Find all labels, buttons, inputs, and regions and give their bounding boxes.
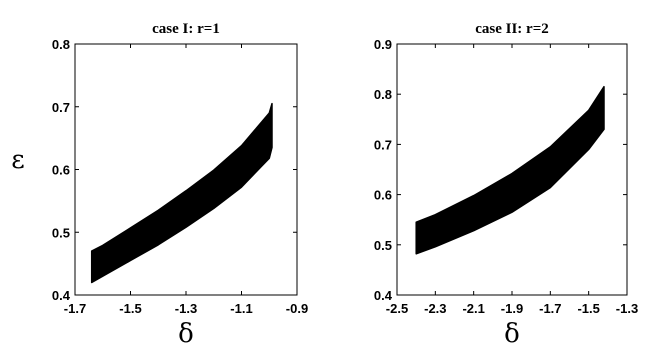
x-tick-label: -1.9 [501, 301, 523, 316]
x-tick-label: -0.9 [286, 301, 308, 316]
x-tick-label: -2.3 [424, 301, 446, 316]
data-band-2-1 [415, 85, 605, 255]
y-tick-label: 0.9 [374, 37, 392, 52]
x-tick-label: -1.3 [616, 301, 638, 316]
x-tick-label: -1.3 [175, 301, 197, 316]
y-tick-label: 0.5 [52, 225, 70, 240]
chart-title: case II: r=2 [475, 21, 549, 37]
y-tick-label: 0.8 [52, 37, 70, 52]
chart-panel-2 [396, 43, 628, 296]
y-tick-label: 0.4 [374, 288, 393, 303]
x-tick-label: -2.1 [462, 301, 484, 316]
data-band-1-1 [90, 102, 273, 284]
x-tick-label: -1.5 [577, 301, 599, 316]
y-tick-label: 0.5 [374, 238, 392, 253]
y-tick-label: 0.6 [374, 188, 392, 203]
y-axis-label: ε [11, 145, 24, 175]
x-tick-label: -1.7 [539, 301, 561, 316]
y-tick-label: 0.7 [374, 137, 392, 152]
x-tick-label: -1.1 [230, 301, 252, 316]
x-tick-label: -2.5 [386, 301, 408, 316]
x-axis-label: δ [178, 319, 194, 349]
x-tick-label: -1.5 [119, 301, 141, 316]
y-tick-label: 0.8 [374, 87, 392, 102]
chart-panel-1 [74, 43, 298, 296]
x-axis-label: δ [504, 319, 520, 349]
plot-frame [396, 43, 628, 296]
x-tick-label: -1.7 [64, 301, 86, 316]
y-tick-label: 0.6 [52, 163, 70, 178]
y-tick-label: 0.4 [52, 288, 71, 303]
chart-title: case I: r=1 [152, 21, 220, 37]
y-tick-label: 0.7 [52, 100, 70, 115]
